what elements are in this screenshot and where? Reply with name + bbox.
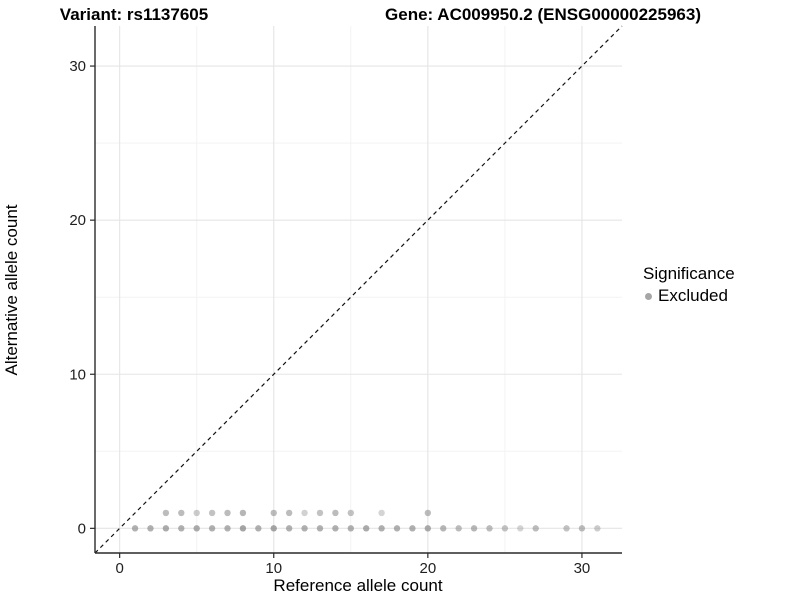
data-point — [332, 509, 339, 517]
plot-title-variant: Variant: rs1137605 — [59, 5, 209, 24]
legend: Significance Excluded — [643, 264, 735, 306]
y-tick-label: 20 — [69, 212, 86, 229]
data-point — [224, 525, 231, 532]
data-point — [517, 525, 524, 532]
data-point — [285, 525, 293, 532]
data-point — [301, 525, 308, 532]
data-point — [270, 509, 277, 517]
legend-entry-label: Excluded — [658, 286, 728, 305]
x-tick-label: 20 — [419, 560, 436, 577]
data-point — [470, 525, 478, 532]
data-point — [578, 525, 586, 532]
data-point — [301, 509, 308, 517]
data-point — [224, 509, 231, 517]
data-point — [378, 509, 385, 517]
data-point — [162, 525, 170, 532]
data-point — [393, 525, 401, 532]
data-point — [316, 509, 324, 517]
data-point — [486, 525, 493, 532]
y-axis-title: Alternative allele count — [2, 204, 21, 376]
data-point — [255, 525, 262, 532]
data-point — [455, 525, 462, 532]
data-point — [239, 509, 247, 517]
x-tick-label: 10 — [265, 560, 282, 577]
data-point — [501, 525, 509, 532]
data-point — [239, 525, 247, 532]
identity-line — [94, 25, 623, 554]
data-point — [270, 525, 277, 532]
data-point — [424, 525, 432, 532]
data-point — [208, 509, 216, 517]
data-point — [178, 509, 185, 517]
y-tick-label: 10 — [69, 366, 86, 383]
data-point — [316, 525, 324, 532]
data-point — [347, 509, 354, 517]
x-axis-title: Reference allele count — [273, 576, 443, 595]
data-point — [332, 525, 339, 532]
legend-title: Significance — [643, 264, 735, 283]
y-tick-label: 30 — [69, 58, 86, 75]
data-point — [193, 525, 200, 532]
data-point — [208, 525, 216, 532]
y-tick-label: 0 — [78, 520, 86, 537]
data-point — [424, 509, 432, 517]
data-point — [532, 525, 539, 532]
data-point — [563, 525, 570, 532]
data-point — [285, 509, 293, 517]
data-point — [378, 525, 385, 532]
plot-title-gene: Gene: AC009950.2 (ENSG00000225963) — [385, 5, 701, 24]
legend-entry: Excluded — [643, 286, 735, 306]
x-tick-label: 30 — [574, 560, 591, 577]
data-point — [440, 525, 447, 532]
x-tick-label: 0 — [115, 560, 123, 577]
data-point — [363, 525, 370, 532]
data-point — [409, 525, 416, 532]
data-point — [193, 509, 200, 517]
data-point — [178, 525, 185, 532]
data-point — [594, 525, 601, 532]
data-point — [131, 525, 139, 532]
data-point — [147, 525, 154, 532]
legend-key-dot-icon — [645, 292, 652, 300]
data-point — [162, 509, 170, 517]
data-point — [347, 525, 354, 532]
